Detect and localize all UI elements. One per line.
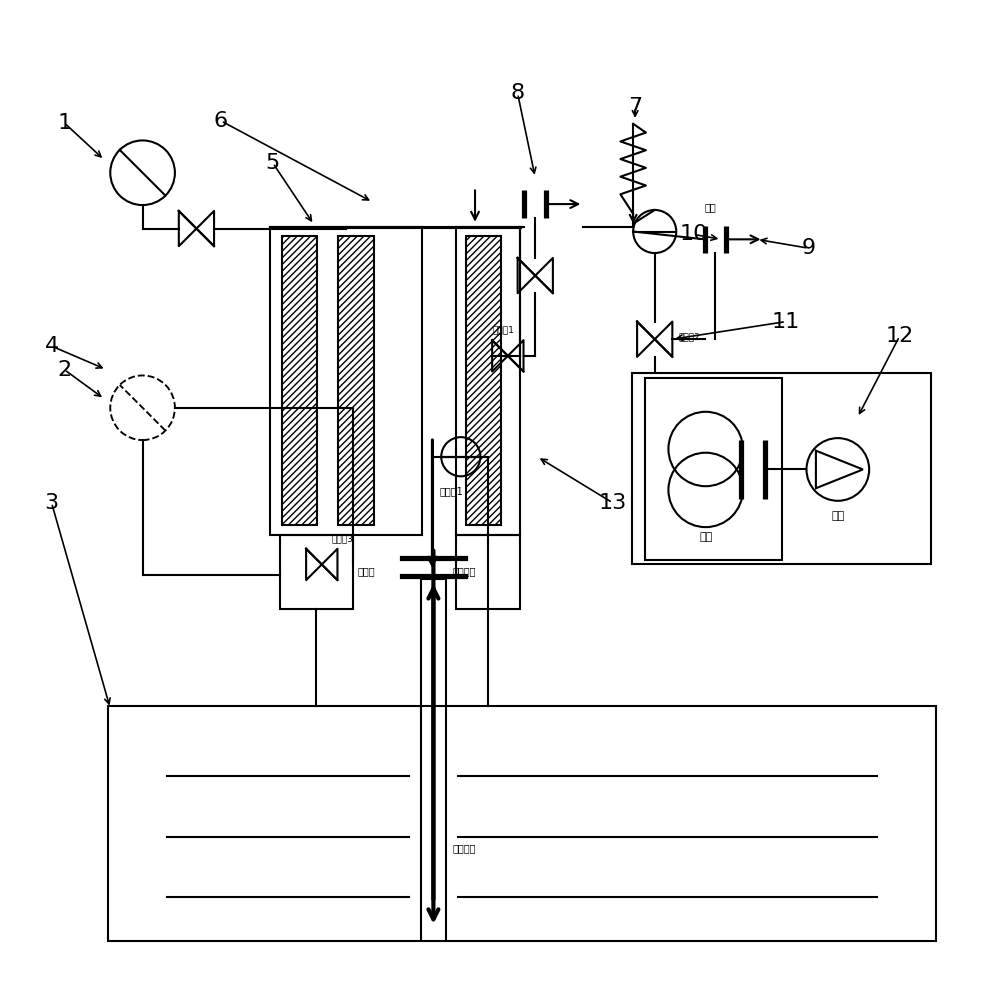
Bar xyxy=(108,706,936,942)
Bar xyxy=(270,227,422,535)
Text: 5: 5 xyxy=(266,153,280,173)
Text: 10: 10 xyxy=(680,225,708,245)
Bar xyxy=(280,535,353,609)
Bar xyxy=(282,237,317,525)
Bar xyxy=(338,237,374,525)
Bar xyxy=(645,378,782,560)
Text: 1: 1 xyxy=(57,113,71,133)
Text: 风机: 风机 xyxy=(699,532,712,542)
Bar xyxy=(466,237,501,525)
Text: 3: 3 xyxy=(44,493,59,513)
Text: 回油置器: 回油置器 xyxy=(453,844,476,853)
Text: 11: 11 xyxy=(772,311,800,332)
Bar xyxy=(632,373,931,565)
Text: 2: 2 xyxy=(57,359,71,380)
Text: 8: 8 xyxy=(511,83,525,103)
Bar xyxy=(456,535,520,609)
Text: 油雾入口: 油雾入口 xyxy=(453,567,476,576)
Text: 13: 13 xyxy=(598,493,627,513)
Text: 9: 9 xyxy=(801,239,816,258)
Bar xyxy=(456,227,520,535)
Text: 6: 6 xyxy=(214,111,228,131)
Text: 出口: 出口 xyxy=(705,202,716,212)
Text: 旁通锸1: 旁通锸1 xyxy=(492,325,514,334)
Text: 电机: 电机 xyxy=(831,511,844,520)
Text: 7: 7 xyxy=(628,97,642,117)
Text: 旁通锸3: 旁通锸3 xyxy=(332,534,353,543)
Text: 回油管: 回油管 xyxy=(357,567,375,576)
Text: 出口锸2: 出口锸2 xyxy=(678,333,700,342)
Text: 12: 12 xyxy=(885,326,914,347)
Text: 单向镀1: 单向镀1 xyxy=(439,486,463,496)
Text: 4: 4 xyxy=(44,336,59,356)
